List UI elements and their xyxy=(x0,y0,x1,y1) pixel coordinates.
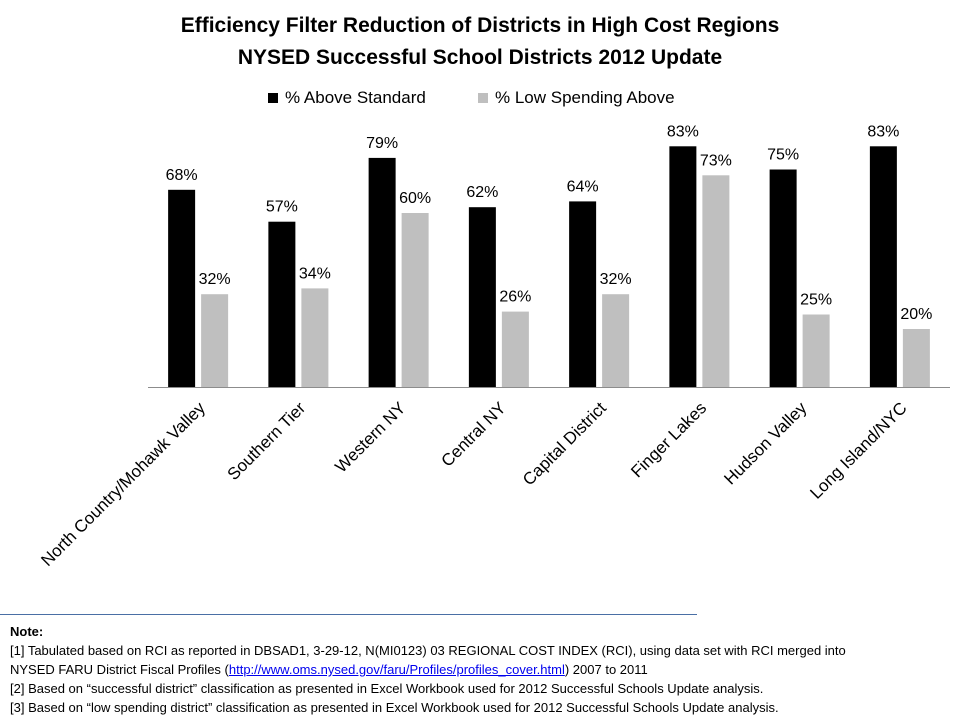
bar xyxy=(802,314,830,387)
x-tick-label: Hudson Valley xyxy=(720,398,810,488)
x-tick-label: North Country/Mohawk Valley xyxy=(37,398,209,570)
note-line-1: [1] Tabulated based on RCI as reported i… xyxy=(10,643,846,658)
data-label: 83% xyxy=(667,123,699,140)
bar xyxy=(769,169,797,387)
note-line-2-prefix: NYSED FARU District Fiscal Profiles ( xyxy=(10,662,229,677)
notes-title: Note: xyxy=(10,624,44,639)
data-label: 83% xyxy=(867,123,899,140)
bar xyxy=(468,207,496,387)
data-label: 26% xyxy=(499,289,531,306)
bar xyxy=(902,329,930,387)
notes-divider xyxy=(0,614,697,615)
bar xyxy=(168,189,196,387)
note-line-2: NYSED FARU District Fiscal Profiles (htt… xyxy=(10,660,950,679)
note-line-2-suffix: ) 2007 to 2011 xyxy=(564,662,648,677)
x-tick-label: Southern Tier xyxy=(224,398,310,484)
chart-title: Efficiency Filter Reduction of Districts… xyxy=(180,14,780,37)
data-label: 79% xyxy=(366,135,398,152)
data-label: 57% xyxy=(266,199,298,216)
data-label: 32% xyxy=(600,271,632,288)
data-label: 25% xyxy=(800,292,832,309)
note-line-4: [3] Based on “low spending district” cla… xyxy=(10,700,779,715)
data-label: 32% xyxy=(199,271,231,288)
bar xyxy=(569,201,597,387)
bar xyxy=(869,146,897,387)
bar xyxy=(669,146,697,387)
bar xyxy=(201,294,229,387)
data-label: 75% xyxy=(767,147,799,164)
bar xyxy=(401,213,429,387)
x-tick-label: Long Island/NYC xyxy=(806,398,910,502)
x-tick-label: Central NY xyxy=(437,398,509,470)
notes-section: Note: [1] Tabulated based on RCI as repo… xyxy=(10,622,950,717)
data-label: 73% xyxy=(700,152,732,169)
data-label: 34% xyxy=(299,265,331,282)
note-line-3: [2] Based on “successful district” class… xyxy=(10,681,764,696)
faru-profiles-link[interactable]: http://www.oms.nysed.gov/faru/Profiles/p… xyxy=(228,662,565,677)
x-tick-label: Capital District xyxy=(519,398,610,489)
legend-label: % Low Spending Above xyxy=(495,88,675,107)
legend-swatch xyxy=(478,93,488,103)
bar xyxy=(368,157,396,387)
legend-label: % Above Standard xyxy=(285,88,426,107)
data-label: 62% xyxy=(466,184,498,201)
data-label: 60% xyxy=(399,190,431,207)
bar-chart: % Above Standard % Low Spending Above 68% 3… xyxy=(37,88,950,570)
bar xyxy=(268,221,296,387)
bar xyxy=(602,294,630,387)
x-tick-label: Finger Lakes xyxy=(627,398,710,481)
x-tick-label: Western NY xyxy=(331,398,409,476)
data-label: 64% xyxy=(567,178,599,195)
data-label: 68% xyxy=(166,167,198,184)
chart-subtitle: NYSED Successful School Districts 2012 U… xyxy=(237,46,723,69)
legend-swatch xyxy=(268,93,278,103)
bar xyxy=(702,175,730,387)
data-label: 20% xyxy=(900,306,932,323)
bar xyxy=(501,311,529,387)
bar xyxy=(301,288,329,387)
